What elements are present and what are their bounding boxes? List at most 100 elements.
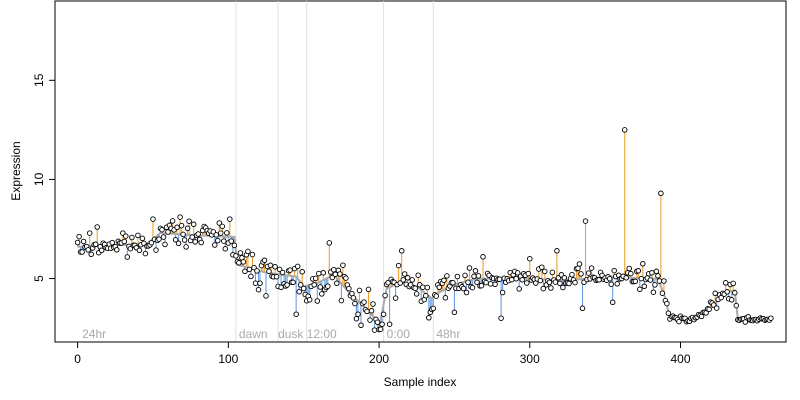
data-point-33 xyxy=(124,254,131,260)
data-point-249 xyxy=(450,279,456,286)
data-point-77 xyxy=(190,221,197,228)
data-point-67 xyxy=(175,240,182,247)
plot-frame xyxy=(54,0,787,343)
phase-label-0: 24hr xyxy=(82,327,106,341)
data-point-196 xyxy=(370,301,376,307)
data-point-384 xyxy=(653,268,660,275)
data-point-315 xyxy=(549,269,556,276)
data-point-118 xyxy=(252,280,259,286)
data-point-376 xyxy=(641,283,648,290)
data-point-154 xyxy=(306,296,313,303)
data-point-215 xyxy=(398,248,405,254)
data-point-204 xyxy=(382,292,388,299)
data-point-65 xyxy=(172,237,179,243)
data-point-60 xyxy=(165,229,171,235)
data-point-240 xyxy=(436,284,443,291)
data-point-131 xyxy=(272,264,278,270)
data-point-66 xyxy=(174,224,180,231)
data-point-45 xyxy=(142,250,149,257)
data-point-97 xyxy=(221,238,227,244)
x-tick-label-100: 100 xyxy=(218,352,238,366)
data-point-366 xyxy=(626,265,632,272)
y-tick-label-10: 10 xyxy=(32,172,46,186)
data-point-91 xyxy=(212,242,218,248)
data-point-388 xyxy=(659,290,666,296)
data-point-56 xyxy=(159,226,165,233)
y-tick-label-5: 5 xyxy=(32,275,46,282)
data-point-334 xyxy=(578,271,584,277)
data-point-148 xyxy=(297,282,304,288)
data-point-176 xyxy=(340,262,346,268)
data-point-259 xyxy=(465,279,471,285)
data-point-147 xyxy=(296,288,302,295)
data-point-105 xyxy=(233,253,239,259)
data-point-328 xyxy=(569,271,575,278)
data-point-107 xyxy=(236,260,242,266)
data-point-326 xyxy=(566,280,572,287)
data-point-282 xyxy=(499,289,506,296)
data-point-262 xyxy=(469,284,476,291)
data-point-132 xyxy=(273,273,280,280)
data-point-158 xyxy=(312,275,319,282)
data-point-72 xyxy=(183,244,189,250)
data-point-58 xyxy=(162,241,168,248)
data-point-219 xyxy=(404,275,411,281)
data-point-146 xyxy=(294,263,301,270)
data-point-216 xyxy=(400,277,406,283)
data-point-391 xyxy=(664,300,670,307)
phase-label-1: dawn xyxy=(239,327,268,341)
data-point-98 xyxy=(222,246,229,252)
data-point-36 xyxy=(129,234,135,241)
data-point-180 xyxy=(346,285,352,292)
data-point-211 xyxy=(392,295,399,301)
data-point-3 xyxy=(79,249,85,255)
data-point-222 xyxy=(409,277,415,283)
phase-label-4: 0:00 xyxy=(387,327,411,341)
data-point-277 xyxy=(492,281,498,288)
data-point-172 xyxy=(334,280,340,287)
phase-label-2: dusk xyxy=(278,327,304,341)
data-point-120 xyxy=(255,286,262,293)
data-point-399 xyxy=(676,318,682,325)
data-point-213 xyxy=(395,262,402,269)
data-point-136 xyxy=(279,269,286,276)
data-point-203 xyxy=(380,311,387,318)
x-axis-title: Sample index xyxy=(384,375,457,389)
data-point-9 xyxy=(88,251,94,258)
data-points xyxy=(74,127,774,333)
data-point-460 xyxy=(768,315,774,321)
data-point-229 xyxy=(420,284,426,290)
data-point-197 xyxy=(371,327,378,333)
data-point-184 xyxy=(352,300,358,307)
data-point-252 xyxy=(454,273,461,280)
data-point-257 xyxy=(462,272,468,279)
phase-label-3: 12:00 xyxy=(307,327,337,341)
data-point-101 xyxy=(227,216,233,222)
data-point-1 xyxy=(76,233,82,240)
data-point-102 xyxy=(228,238,235,244)
data-point-0 xyxy=(74,239,81,246)
data-point-114 xyxy=(246,266,253,273)
data-point-116 xyxy=(249,251,256,258)
data-point-419 xyxy=(706,306,712,313)
data-point-199 xyxy=(374,319,381,325)
data-point-308 xyxy=(539,264,545,270)
data-point-244 xyxy=(442,295,449,301)
data-point-110 xyxy=(240,259,247,265)
data-point-288 xyxy=(508,276,515,283)
data-point-320 xyxy=(557,280,563,287)
data-point-163 xyxy=(320,270,327,276)
data-point-57 xyxy=(160,234,167,240)
data-point-49 xyxy=(148,239,155,246)
data-point-121 xyxy=(257,280,263,286)
data-point-92 xyxy=(213,232,220,238)
data-point-174 xyxy=(337,271,343,277)
data-point-355 xyxy=(609,299,616,306)
data-point-231 xyxy=(423,292,429,299)
data-point-190 xyxy=(361,299,367,305)
data-point-389 xyxy=(661,278,667,284)
data-point-386 xyxy=(656,278,663,284)
data-point-141 xyxy=(287,267,293,273)
data-point-194 xyxy=(367,317,373,323)
